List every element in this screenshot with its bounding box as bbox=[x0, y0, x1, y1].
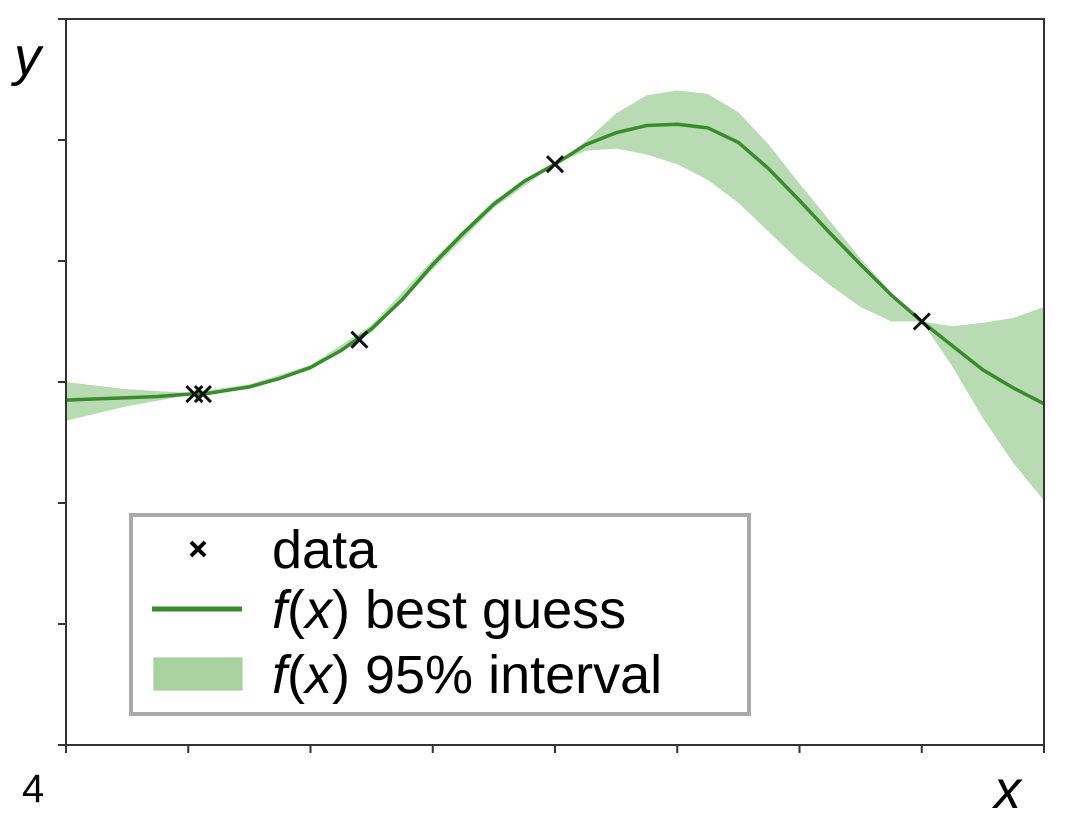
data-point-2 bbox=[350, 330, 369, 349]
mean-line-layer bbox=[65, 122, 1045, 406]
confidence-band bbox=[66, 90, 1044, 501]
x-tick-labels: 4 bbox=[22, 767, 44, 811]
x-axis-label: x bbox=[991, 760, 1023, 819]
ticks bbox=[58, 18, 1045, 753]
legend-marker-x bbox=[189, 540, 207, 558]
confidence-band-layer bbox=[66, 90, 1044, 501]
data-point-4 bbox=[912, 312, 931, 331]
data-marker-layer bbox=[185, 155, 931, 404]
legend-label-2: f(x) 95% interval bbox=[272, 645, 662, 705]
legend-item-0: data bbox=[189, 520, 378, 580]
legend-marker-band bbox=[153, 657, 243, 691]
legend-item-1: f(x) best guess bbox=[152, 580, 626, 640]
legend-label-0: data bbox=[272, 520, 378, 580]
data-point-1 bbox=[193, 385, 212, 404]
legend-item-2: f(x) 95% interval bbox=[153, 645, 662, 705]
data-point-3 bbox=[545, 155, 565, 174]
x-tick-label: 4 bbox=[22, 767, 44, 811]
legend-label-1: f(x) best guess bbox=[272, 580, 626, 640]
y-axis-label: y bbox=[10, 27, 44, 87]
mean-line bbox=[65, 122, 1045, 406]
